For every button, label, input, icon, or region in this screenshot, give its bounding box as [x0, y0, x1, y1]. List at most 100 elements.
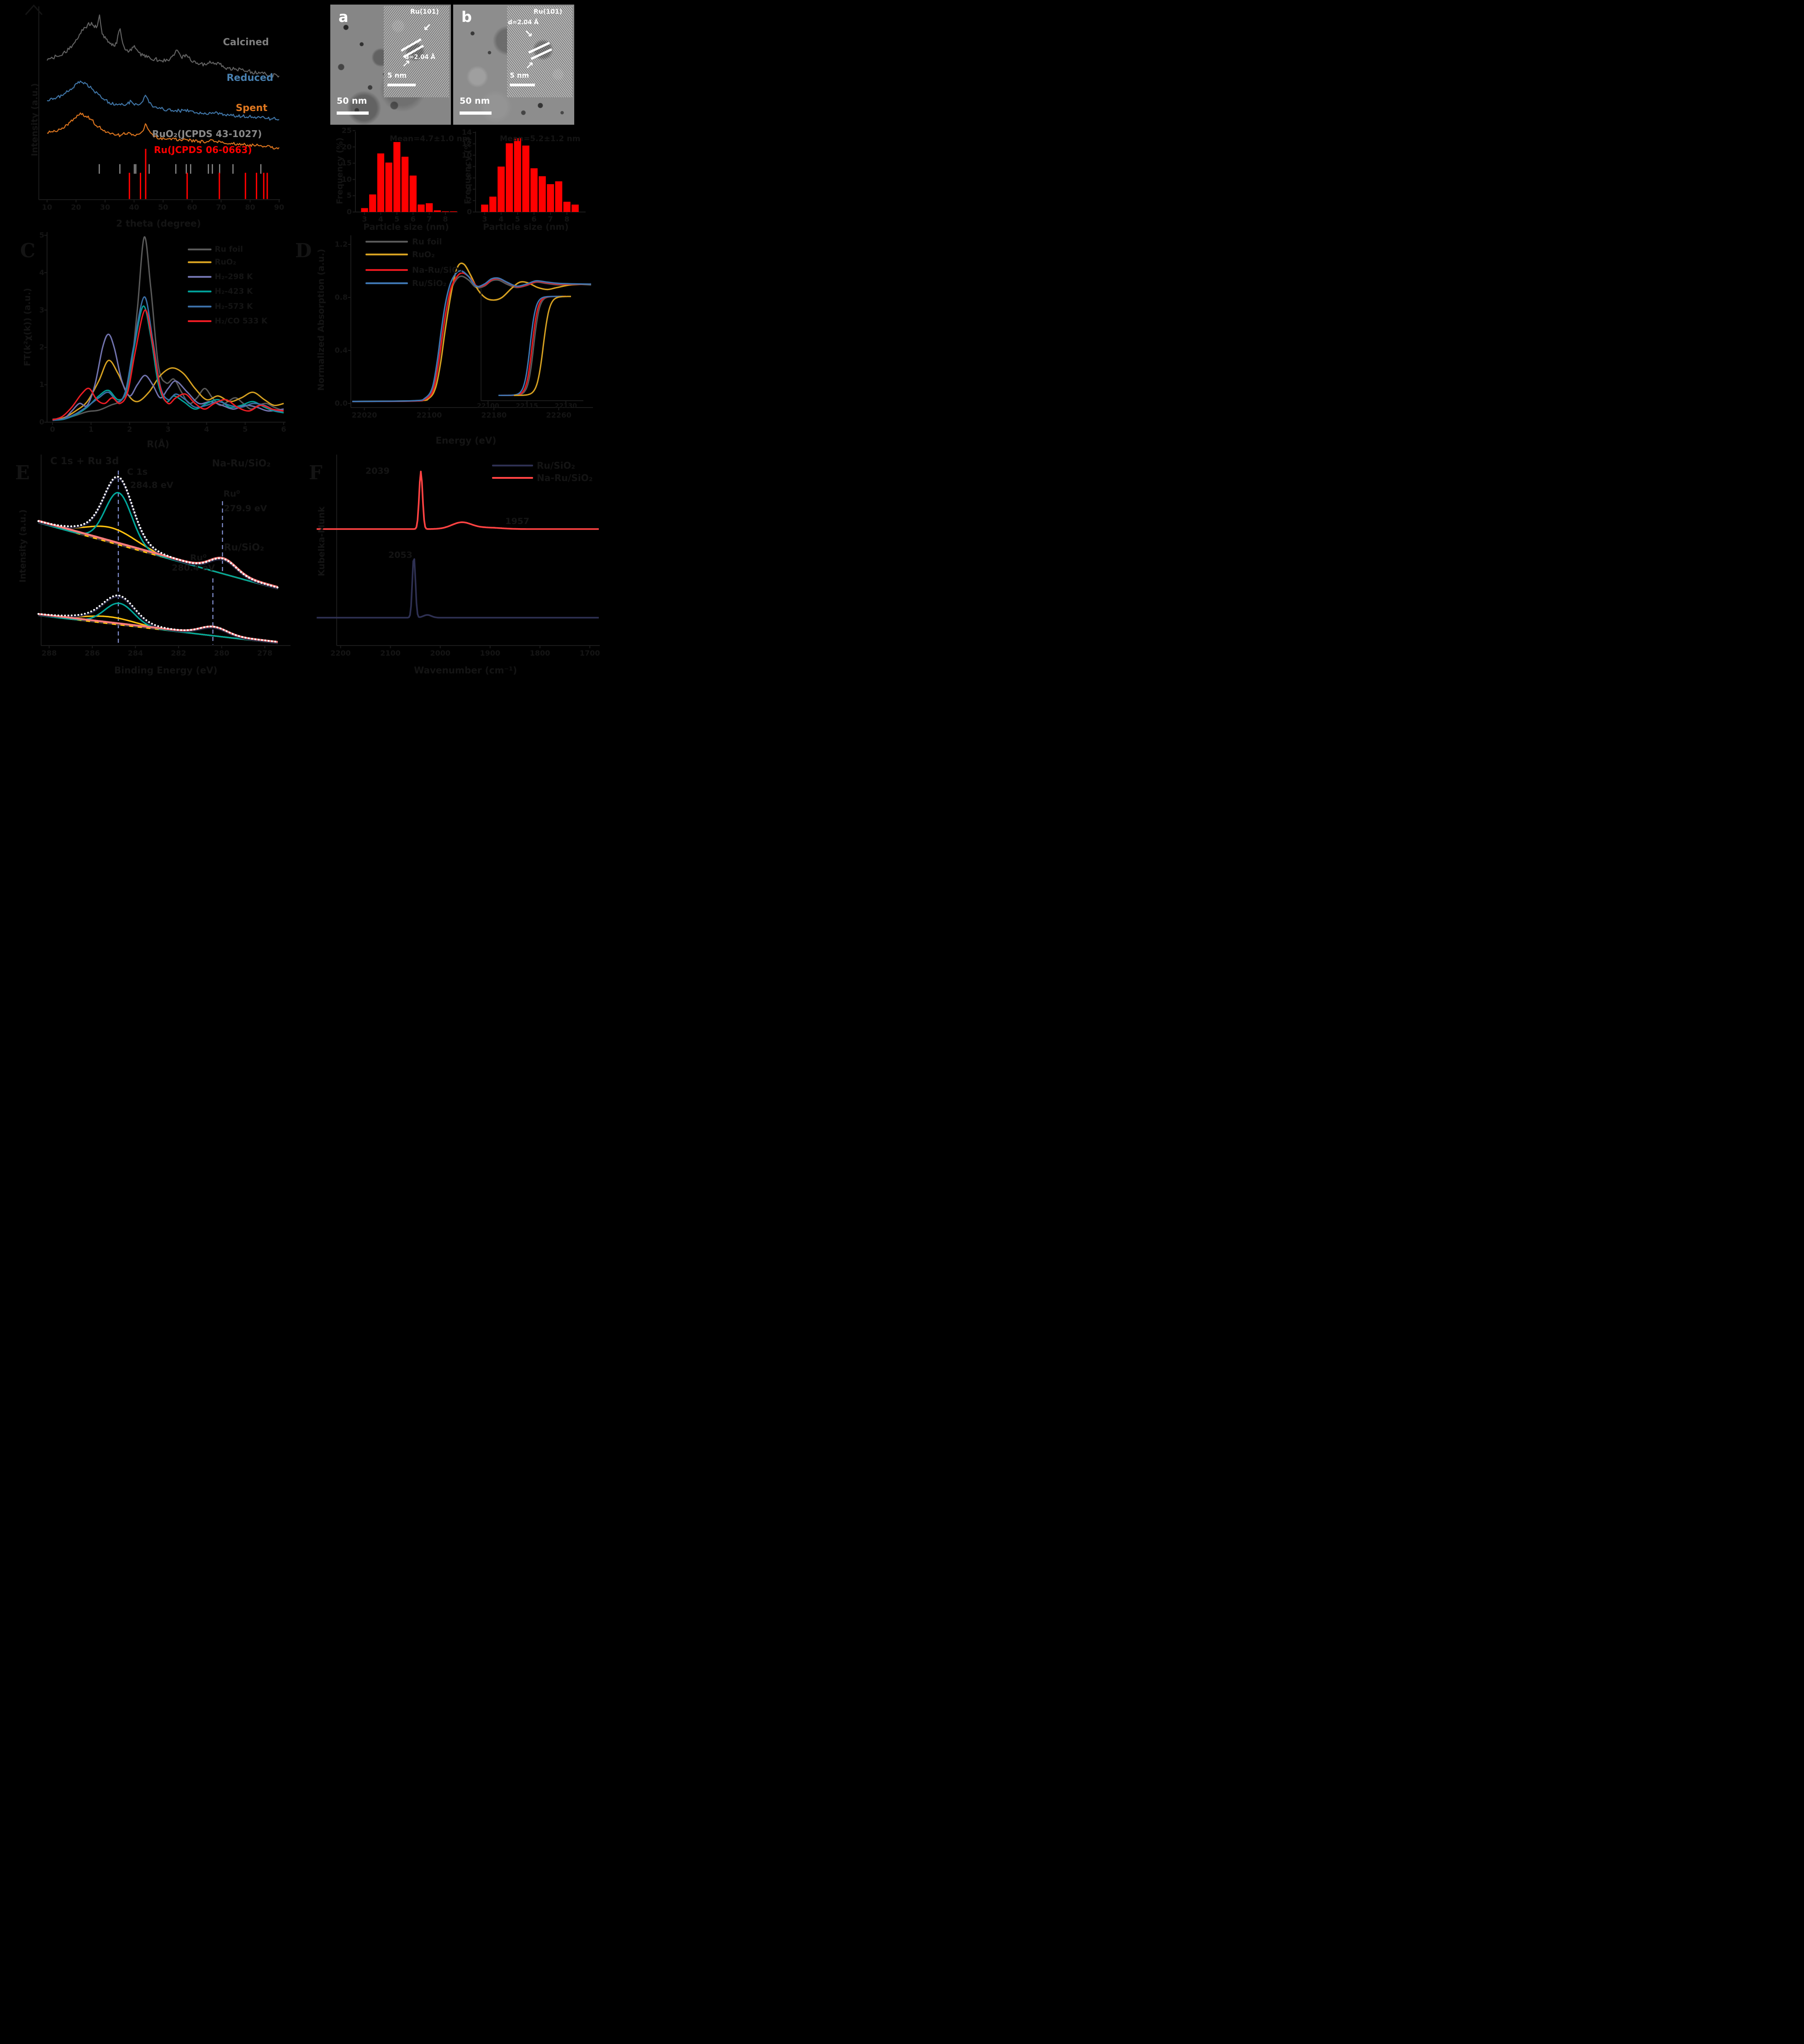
legend-swatch-xanes-ruo2: [365, 254, 408, 255]
hist_b-bar: [539, 176, 546, 212]
tick-label: 4: [378, 215, 383, 223]
tick-label: 6: [531, 215, 537, 223]
tick-label: 6: [281, 425, 286, 434]
xps-x-axis-title: Binding Energy (eV): [114, 665, 217, 676]
xps-series-ru-top: [38, 519, 278, 588]
hist-b-mean-label: Mean=5.2±1.2 nm: [500, 134, 581, 143]
legend-swatch-ruo2: [188, 261, 212, 263]
tick-label: 1800: [529, 649, 550, 657]
xrd-label-calcined: Calcined: [223, 37, 269, 48]
legend-swatch-xanes-ru: [365, 282, 408, 284]
hist_a-bar: [426, 203, 433, 212]
tick-label: 5: [515, 215, 520, 223]
hist_b-bar: [514, 138, 521, 212]
inset-scale-bar-a: [387, 84, 416, 86]
tick-label: 2000: [430, 649, 451, 657]
drifts-peak-2053-label: 2053: [388, 550, 413, 560]
tick-label: 1.2: [334, 240, 348, 249]
intensity-up-arrow-icon: [25, 4, 43, 16]
xps-series-envelope-top: [38, 477, 278, 590]
hist_b-bar: [547, 184, 554, 212]
legend-label-h423: H₂-423 K: [215, 287, 253, 296]
tick-label: 7: [427, 215, 432, 223]
tick-label: 0: [50, 425, 55, 434]
xanes-y-axis-title: Normalized Absorption (a.u.): [316, 249, 326, 391]
tick-label: 80: [245, 203, 255, 212]
xps-be-2799-label: 279.9 eV: [224, 503, 267, 514]
tick-label: 30: [100, 203, 111, 212]
exafs-series-H₂/CO 533 K: [52, 309, 284, 421]
legend-swatch-xanes-foil: [365, 241, 408, 243]
xrd-series-Spent: [47, 112, 280, 150]
xrd-label-spent: Spent: [236, 102, 268, 113]
tick-label: 8: [466, 162, 472, 171]
tick-label: 12: [461, 139, 472, 148]
tick-label: 40: [129, 203, 139, 212]
legend-swatch-hco: [188, 320, 212, 322]
xrd-label-reduced: Reduced: [227, 72, 274, 83]
legend-label-h573: H₂-573 K: [215, 302, 253, 311]
tick-label: 6: [410, 215, 416, 223]
hist_b-bar: [555, 181, 562, 212]
hist_a-bar: [401, 157, 409, 212]
tick-label: 3: [165, 425, 171, 434]
tick-label: 22130: [555, 402, 577, 410]
panel-letter-f: F: [309, 461, 323, 484]
tick-label: 1700: [579, 649, 600, 657]
xps-be-2848-label: 284.8 eV: [130, 480, 174, 490]
xps-sample-top-label: Na-Ru/SiO₂: [212, 458, 271, 469]
tick-label: 1900: [480, 649, 501, 657]
tick-label: 5: [243, 425, 248, 434]
legend-label-ru-foil: Ru foil: [215, 245, 243, 254]
tick-label: 50: [158, 203, 169, 212]
legend-label-xanes-foil: Ru foil: [412, 237, 442, 247]
hist_a-bar: [361, 208, 368, 212]
tick-label: 5: [39, 231, 44, 239]
hist_b-bar: [522, 145, 529, 212]
inset-scale-bar-b: [510, 84, 535, 86]
xrd-x-axis-title: 2 theta (degree): [116, 218, 201, 229]
legend-label-xanes-ru: Ru/SiO₂: [412, 279, 447, 288]
hist_a-bar: [377, 153, 385, 212]
hist_b-bar: [530, 168, 538, 212]
hist_a-bar: [393, 142, 401, 212]
hist_a-bar: [434, 210, 441, 212]
legend-swatch-drifts-ru: [492, 465, 533, 466]
tick-label: 2200: [330, 649, 351, 657]
tick-label: 0: [346, 207, 352, 216]
legend-label-h298: H₂-298 K: [215, 272, 253, 281]
hist_a-bar: [418, 204, 425, 212]
tick-label: 7: [548, 215, 553, 223]
tick-label: 70: [216, 203, 227, 212]
tick-label: 2: [466, 196, 472, 205]
ru101-label-a: Ru(101): [410, 8, 439, 16]
tick-label: 8: [443, 215, 448, 223]
hist_b-bar: [481, 204, 488, 212]
xps-region-title: C 1s + Ru 3d: [50, 455, 119, 466]
xanes_inset-series-Ru/SiO₂: [498, 296, 563, 396]
hist-a-x-axis-title: Particle size (nm): [363, 222, 449, 232]
xps-series-ru-bot: [38, 613, 278, 643]
tick-label: 22260: [546, 411, 571, 419]
arrow-down-right-icon-b: ↘: [524, 28, 533, 40]
hist_a-bar: [409, 175, 417, 212]
dspacing-label-a: d=2.04 Å: [405, 54, 435, 61]
tick-label: 282: [171, 649, 186, 657]
drifts-x-axis-title: Wavenumber (cm⁻¹): [414, 665, 517, 676]
arrow-down-left-icon-a: ↙: [423, 22, 432, 33]
legend-swatch-xanes-naru: [365, 269, 408, 271]
xanes-series-Ru/SiO₂: [352, 270, 592, 402]
xanes-series-RuO₂: [352, 262, 592, 402]
tick-label: 10: [461, 150, 472, 159]
legend-swatch-ru-foil: [188, 249, 212, 250]
hist_a-bar: [385, 162, 392, 212]
tick-label: 2100: [380, 649, 401, 657]
panel-letter-e: E: [15, 461, 30, 484]
hist-b-x-axis-title: Particle size (nm): [483, 222, 569, 232]
inset-scale-text-a: 5 nm: [387, 71, 407, 79]
tick-label: 4: [466, 185, 472, 194]
panel-letter-d: D: [295, 239, 312, 262]
tick-label: 0: [466, 207, 472, 216]
tick-label: 0: [39, 418, 44, 426]
xrd-y-axis-title: Intensity (a.u.): [30, 83, 40, 157]
